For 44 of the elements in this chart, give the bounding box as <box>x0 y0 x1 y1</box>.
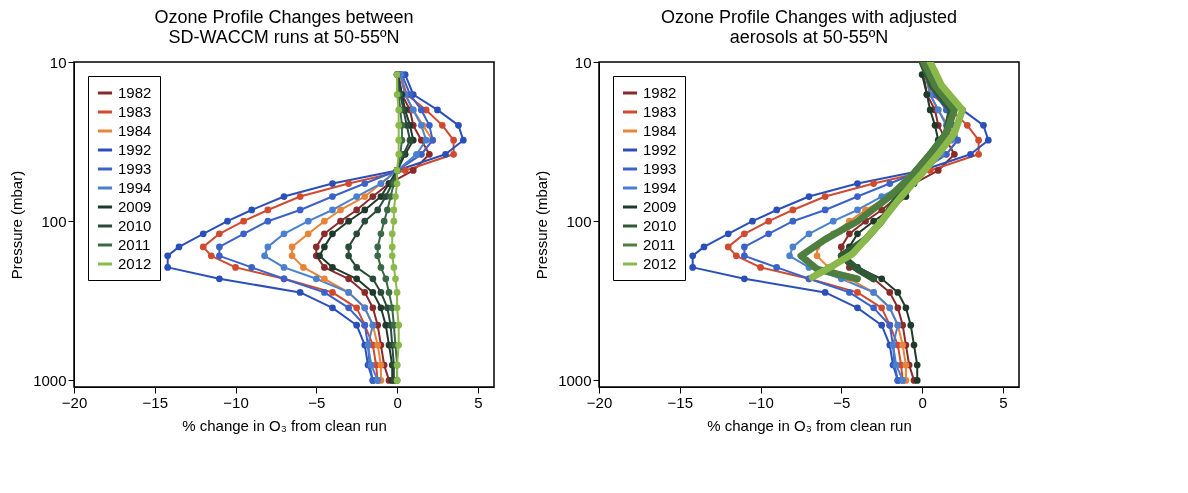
x-tick-label: −10 <box>748 393 774 411</box>
legend-label: 2009 <box>118 198 152 215</box>
y-tick-label: 10 <box>49 53 67 71</box>
x-tick-label: −20 <box>586 393 613 411</box>
legend-label: 1983 <box>643 103 677 120</box>
chart-title: Ozone Profile Changes with adjusted aerosols at 50-55ºN <box>660 7 958 47</box>
y-tick-label: 10 <box>574 53 592 71</box>
chart-title: Ozone Profile Changes between SD-WACCM runs at 50-55ºN <box>154 7 414 47</box>
y-tick-label: 1000 <box>33 371 67 389</box>
legend-label: 1982 <box>118 84 152 101</box>
x-tick-label: 0 <box>918 393 927 411</box>
x-tick-label: 0 <box>393 393 402 411</box>
legend-label: 2012 <box>643 255 677 272</box>
legend-label: 2011 <box>118 236 151 253</box>
legend-label: 1984 <box>643 122 677 139</box>
x-tick-label: −5 <box>833 393 851 411</box>
x-tick-label: −10 <box>223 393 249 411</box>
y-tick-label: 100 <box>41 212 67 230</box>
legend-label: 1983 <box>118 103 152 120</box>
y-tick-label: 100 <box>566 212 592 230</box>
legend-label: 2010 <box>118 217 152 234</box>
x-tick-label: −20 <box>61 393 88 411</box>
x-tick-label: −5 <box>308 393 326 411</box>
legend-label: 1984 <box>118 122 152 139</box>
x-tick-label: 5 <box>474 393 483 411</box>
legend-label: 2010 <box>643 217 677 234</box>
legend-label: 1992 <box>643 141 677 158</box>
y-tick-label: 1000 <box>558 371 592 389</box>
legend-label: 2011 <box>643 236 676 253</box>
legend-label: 2009 <box>643 198 677 215</box>
y-axis-title: Pressure (mbar) <box>8 170 26 280</box>
legend-label: 1993 <box>643 160 677 177</box>
x-tick-label: 5 <box>999 393 1008 411</box>
legend-label: 2012 <box>118 255 152 272</box>
legend-label: 1992 <box>118 141 152 158</box>
x-axis-title: % change in O₃ from clean run <box>707 416 912 434</box>
x-axis-title: % change in O₃ from clean run <box>182 416 387 434</box>
x-tick-label: −15 <box>142 393 168 411</box>
legend-label: 1993 <box>118 160 152 177</box>
legend-label: 1994 <box>643 179 677 196</box>
y-axis-title: Pressure (mbar) <box>533 170 551 280</box>
x-tick-label: −15 <box>667 393 693 411</box>
legend-label: 1994 <box>118 179 152 196</box>
legend-label: 1982 <box>643 84 677 101</box>
